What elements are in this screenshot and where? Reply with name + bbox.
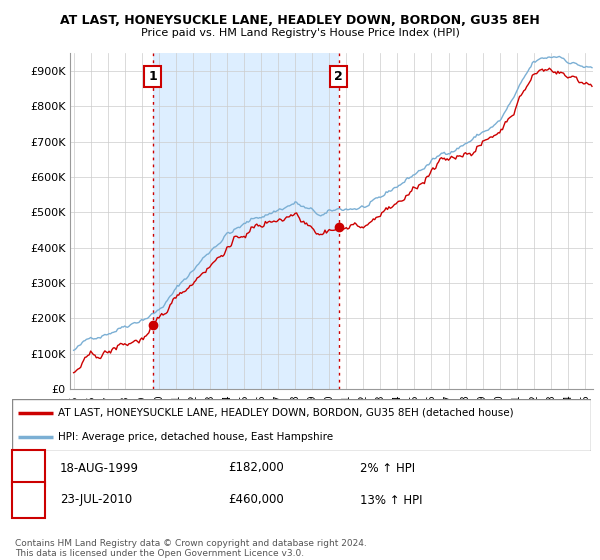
Text: AT LAST, HONEYSUCKLE LANE, HEADLEY DOWN, BORDON, GU35 8EH: AT LAST, HONEYSUCKLE LANE, HEADLEY DOWN,… (60, 14, 540, 27)
Text: HPI: Average price, detached house, East Hampshire: HPI: Average price, detached house, East… (58, 432, 334, 442)
Text: 2: 2 (334, 70, 343, 83)
Text: Contains HM Land Registry data © Crown copyright and database right 2024.
This d: Contains HM Land Registry data © Crown c… (15, 539, 367, 558)
Text: 1: 1 (24, 461, 33, 474)
Text: 1: 1 (148, 70, 157, 83)
Text: 2: 2 (24, 493, 33, 506)
Text: 13% ↑ HPI: 13% ↑ HPI (360, 493, 422, 506)
Text: £182,000: £182,000 (228, 461, 284, 474)
Text: 23-JUL-2010: 23-JUL-2010 (60, 493, 132, 506)
Text: AT LAST, HONEYSUCKLE LANE, HEADLEY DOWN, BORDON, GU35 8EH (detached house): AT LAST, HONEYSUCKLE LANE, HEADLEY DOWN,… (58, 408, 514, 418)
Bar (152, 53, 338, 389)
Text: Price paid vs. HM Land Registry's House Price Index (HPI): Price paid vs. HM Land Registry's House … (140, 28, 460, 38)
Text: 2% ↑ HPI: 2% ↑ HPI (360, 461, 415, 474)
Text: 18-AUG-1999: 18-AUG-1999 (60, 461, 139, 474)
Text: £460,000: £460,000 (228, 493, 284, 506)
